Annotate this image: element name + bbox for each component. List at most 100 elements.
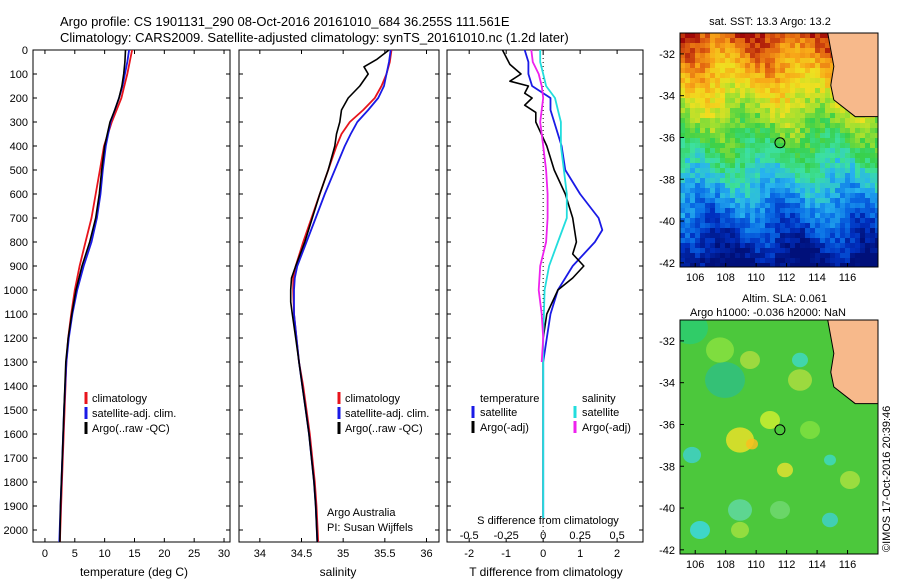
sst-cell	[795, 43, 801, 49]
sst-cell	[750, 43, 756, 49]
sst-cell	[790, 58, 796, 64]
s-diff-tick-label: -0.25	[494, 530, 519, 542]
sst-cell	[820, 263, 826, 267]
sst-cell	[745, 263, 751, 267]
sst-cell	[815, 213, 821, 219]
sst-cell	[770, 163, 776, 169]
sst-cell	[745, 253, 751, 259]
sst-cell	[845, 228, 851, 234]
sst-cell	[845, 223, 851, 229]
sst-cell	[710, 203, 716, 209]
sst-cell	[830, 113, 836, 119]
sla-anomaly-blob	[683, 446, 701, 464]
sst-cell	[825, 218, 831, 224]
sst-cell	[815, 98, 821, 104]
sst-cell	[725, 248, 731, 254]
sst-cell	[835, 213, 841, 219]
sst-cell	[780, 113, 786, 119]
sst-cell	[800, 203, 806, 209]
sst-cell	[680, 238, 686, 244]
sst-cell	[705, 143, 711, 149]
sst-cell	[740, 33, 746, 39]
sst-cell	[685, 253, 691, 259]
sst-cell	[755, 73, 761, 79]
sst-cell	[810, 123, 816, 129]
sst-cell	[690, 53, 696, 59]
sst-cell	[725, 78, 731, 84]
sst-cell	[750, 168, 756, 174]
sst-cell	[720, 188, 726, 194]
series-line-satellite-adj-clim	[58, 49, 130, 543]
sst-cell	[770, 253, 776, 259]
sst-cell	[730, 253, 736, 259]
sst-cell	[720, 118, 726, 124]
sst-cell	[760, 253, 766, 259]
sst-cell	[835, 233, 841, 239]
sst-cell	[815, 118, 821, 124]
sst-cell	[700, 38, 706, 44]
sst-cell	[875, 263, 878, 267]
sst-cell	[725, 123, 731, 129]
sst-cell	[735, 163, 741, 169]
sst-cell	[710, 78, 716, 84]
sst-cell	[790, 138, 796, 144]
sst-cell	[770, 138, 776, 144]
sst-cell	[685, 38, 691, 44]
sst-cell	[825, 228, 831, 234]
sst-cell	[690, 148, 696, 154]
sst-cell	[765, 183, 771, 189]
sst-cell	[685, 178, 691, 184]
sst-cell	[695, 213, 701, 219]
sst-cell	[765, 198, 771, 204]
sst-cell	[785, 173, 791, 179]
sst-cell	[795, 133, 801, 139]
sst-cell	[700, 198, 706, 204]
sst-cell	[795, 163, 801, 169]
sst-cell	[720, 108, 726, 114]
sst-cell	[700, 208, 706, 214]
sst-cell	[725, 158, 731, 164]
sst-cell	[755, 193, 761, 199]
sst-cell	[770, 248, 776, 254]
sst-cell	[690, 233, 696, 239]
sst-cell	[840, 158, 846, 164]
sst-cell	[800, 218, 806, 224]
sst-cell	[875, 128, 878, 134]
sst-cell	[790, 98, 796, 104]
sst-cell	[820, 253, 826, 259]
sst-cell	[780, 198, 786, 204]
sst-cell	[795, 113, 801, 119]
sst-cell	[815, 138, 821, 144]
sst-cell	[820, 158, 826, 164]
sst-cell	[770, 168, 776, 174]
sst-cell	[770, 193, 776, 199]
sst-cell	[700, 193, 706, 199]
sst-cell	[785, 83, 791, 89]
sst-cell	[750, 113, 756, 119]
sst-cell	[845, 183, 851, 189]
sst-cell	[855, 203, 861, 209]
sst-cell	[790, 188, 796, 194]
sst-cell	[725, 48, 731, 54]
sst-cell	[810, 158, 816, 164]
sst-cell	[770, 228, 776, 234]
sst-cell	[730, 228, 736, 234]
sst-cell	[765, 233, 771, 239]
map-y-tick-label: -32	[659, 49, 675, 61]
sst-cell	[705, 238, 711, 244]
sst-cell	[720, 263, 726, 267]
sst-cell	[830, 228, 836, 234]
sst-cell	[755, 173, 761, 179]
sst-cell	[735, 58, 741, 64]
temperature-chart: 0 5 10 15 20 25 30	[42, 49, 230, 560]
sst-cell	[805, 83, 811, 89]
sst-cell	[745, 83, 751, 89]
sst-cell	[715, 168, 721, 174]
sst-cell	[690, 143, 696, 149]
sst-cell	[705, 138, 711, 144]
sst-cell	[715, 43, 721, 49]
sst-cell	[855, 153, 861, 159]
sst-cell	[860, 173, 866, 179]
sst-cell	[705, 113, 711, 119]
sst-cell	[710, 253, 716, 259]
